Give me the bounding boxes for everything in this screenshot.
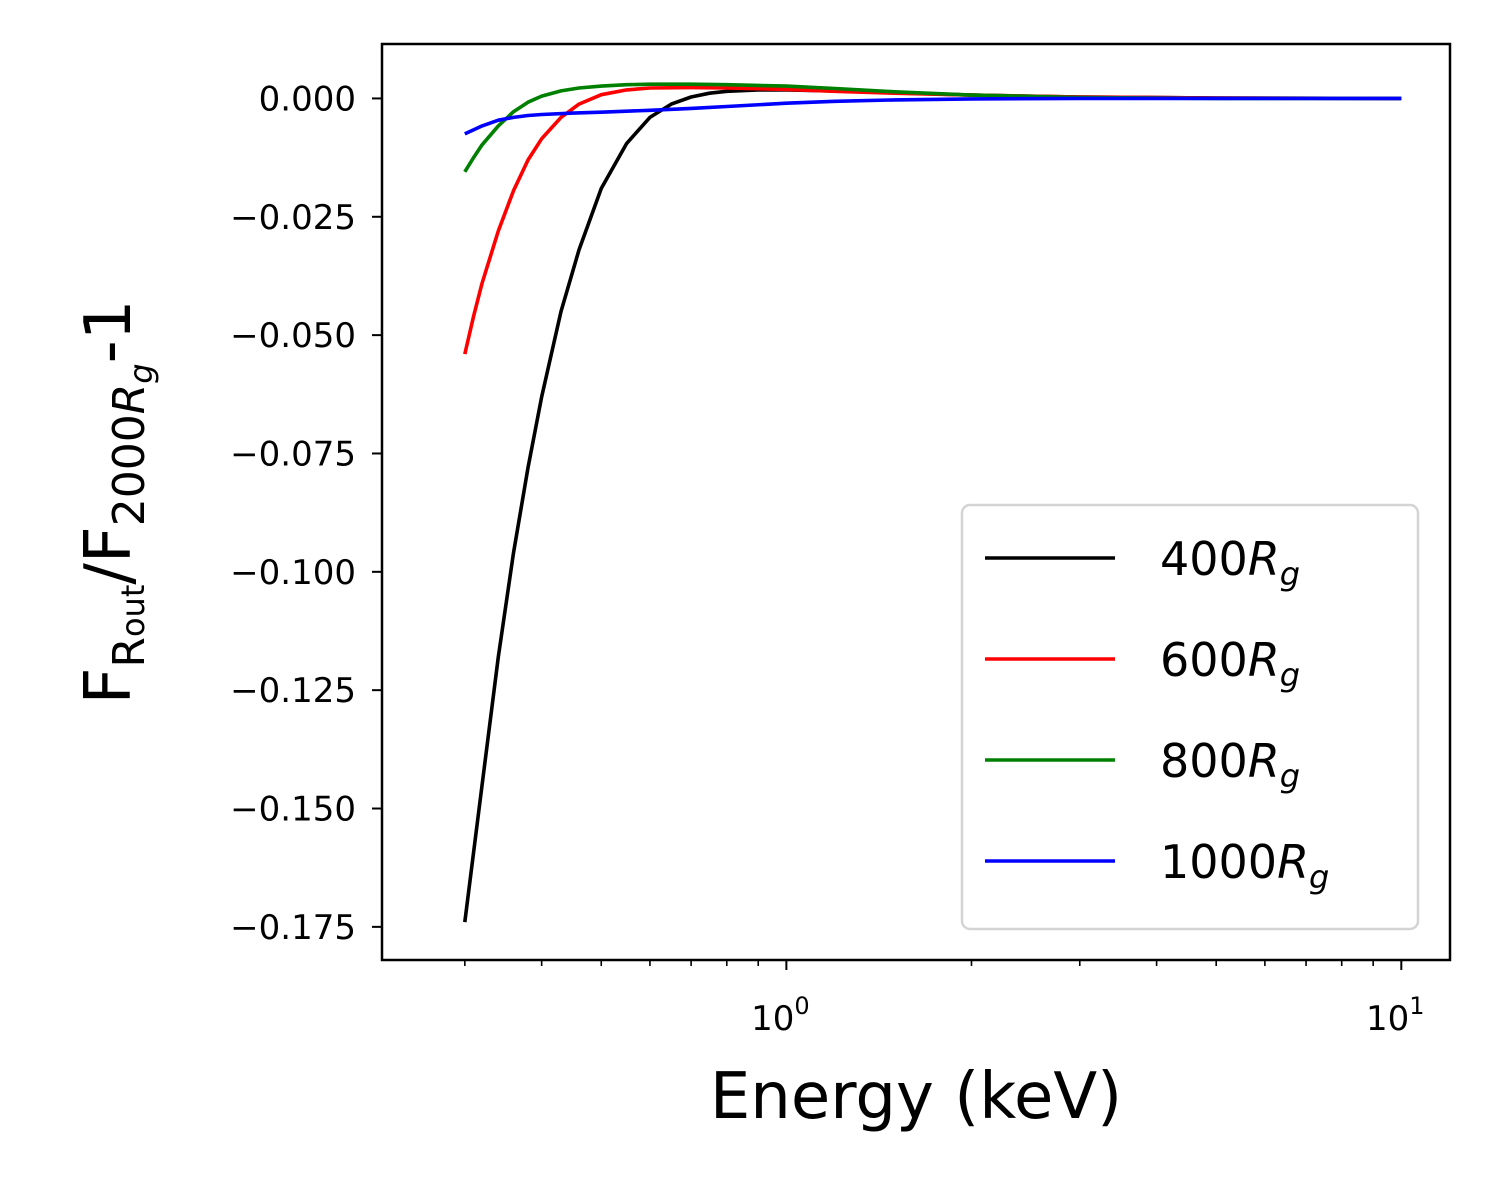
x-tick-label: 100 — [751, 992, 810, 1039]
y-axis-title: FRout/F2000Rg-1 — [72, 300, 160, 705]
x-tick-label: 101 — [1366, 992, 1425, 1039]
y-axis-title-den-r: R — [104, 384, 155, 415]
legend-box — [960, 503, 1420, 931]
series-line-1000 — [464, 96, 1402, 136]
y-axis-title-den-sub: 2000 — [104, 414, 155, 526]
legend-label: 1000Rg — [1160, 835, 1329, 896]
y-tick-label: −0.075 — [230, 434, 356, 474]
y-tick-label: −0.150 — [230, 790, 356, 830]
y-tick-label: 0.000 — [259, 79, 356, 119]
legend-label: 600Rg — [1160, 633, 1300, 694]
legend-label: 800Rg — [1160, 734, 1300, 795]
y-axis-ticks: 0.000 −0.025 −0.050 −0.075 −0.100 −0.125 −0.15… — [230, 79, 382, 948]
legend: 400Rg 600Rg 800Rg 1000Rg — [960, 503, 1420, 931]
y-tick-label: −0.025 — [230, 198, 356, 238]
y-axis-title-num-subsub: out — [114, 585, 152, 637]
x-axis-ticks: 100 101 — [464, 960, 1425, 1039]
y-tick-label: −0.100 — [230, 553, 356, 593]
y-axis-title-num-sub: R — [104, 637, 155, 668]
legend-entry-1000: 1000Rg — [985, 835, 1329, 896]
y-tick-label: −0.050 — [230, 316, 356, 356]
y-axis-title-main: F — [72, 668, 146, 705]
legend-entry-800: 800Rg — [985, 734, 1300, 795]
y-axis-title-slash: /F — [72, 526, 146, 584]
legend-entry-600: 600Rg — [985, 633, 1300, 694]
legend-label: 400Rg — [1160, 532, 1300, 593]
y-axis-title-den-g: g — [122, 363, 160, 383]
legend-entry-400: 400Rg — [985, 532, 1300, 593]
series-layer — [463, 82, 1402, 923]
plot-frame — [380, 42, 1452, 962]
series-line-800 — [463, 82, 1402, 173]
y-tick-label: −0.175 — [230, 908, 356, 948]
y-tick-label: −0.125 — [230, 671, 356, 711]
x-axis-title: Energy (keV) — [710, 1060, 1122, 1134]
y-axis-title-suffix: -1 — [72, 300, 146, 364]
